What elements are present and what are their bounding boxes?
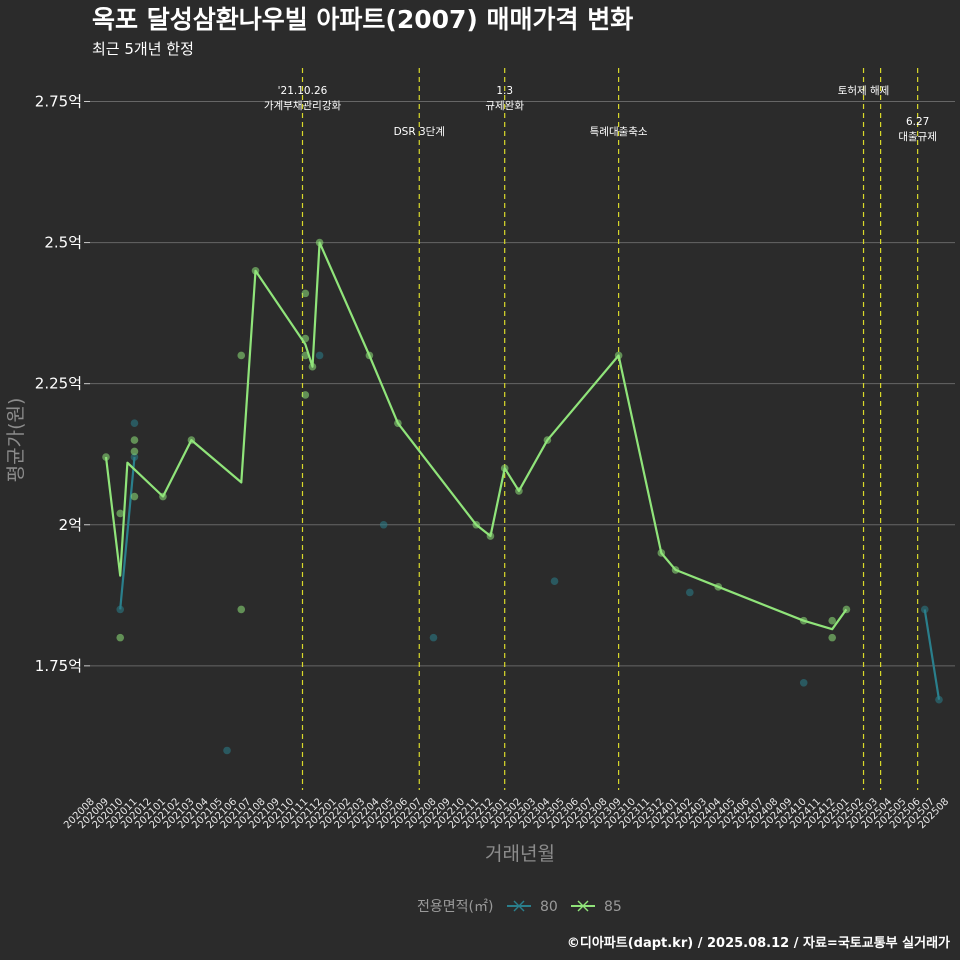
point-85-2 [116, 633, 125, 642]
point-80-0 [116, 605, 125, 614]
point-80-9 [799, 678, 808, 687]
point-80-5 [379, 520, 388, 529]
point-85-11 [301, 289, 310, 298]
point-85-15 [308, 362, 317, 371]
x-axis-title: 거래년월 [485, 843, 555, 865]
ytick-label-1: 2억 [59, 516, 82, 534]
event-label-6-1: 대출규제 [898, 131, 937, 143]
event-label-4-0: 토허제 해제 [838, 84, 890, 97]
point-80-8 [686, 588, 694, 597]
y-axis-title: 평균가(원) [5, 398, 27, 483]
point-85-20 [486, 532, 495, 540]
point-85-17 [365, 351, 374, 360]
event-label-0-1: 가계부채관리강화 [264, 100, 342, 112]
series-lines [104, 241, 941, 700]
point-80-2 [130, 453, 139, 461]
point-85-18 [394, 419, 402, 427]
chart-title: 옥포 달성삼환나우빌 아파트(2007) 매매가격 변화 [92, 5, 633, 34]
point-85-1 [116, 509, 125, 518]
legend-label-80: 80 [540, 899, 558, 915]
ytick-label-2: 2.25억 [35, 375, 82, 393]
point-80-6 [429, 633, 438, 642]
point-85-23 [543, 436, 552, 444]
point-80-4 [315, 351, 324, 360]
point-85-21 [500, 464, 509, 473]
series-85-line [104, 241, 848, 631]
y-axis-ticks: 1.75억 2억 2.25억 2.5억 2.75억 [35, 93, 90, 675]
point-85-3 [130, 436, 139, 444]
point-85-31 [842, 605, 851, 614]
x-axis-ticks: 2020082020092020102020112020122021012021… [62, 796, 951, 831]
point-80-11 [935, 695, 943, 704]
point-80-7 [550, 577, 559, 585]
chart-caption: ©디아파트(dapt.kr) / 2025.08.12 / 자료=국토교통부 실… [567, 935, 950, 951]
point-85-24 [614, 351, 623, 360]
legend: 전용면적(㎡) 80 85 [417, 899, 622, 915]
chart-subtitle: 최근 5개년 한정 [92, 40, 194, 58]
point-85-4 [130, 447, 139, 456]
point-85-10 [251, 267, 260, 275]
legend-keys [507, 900, 595, 912]
event-label-3-0: 특례대출축소 [590, 126, 648, 138]
point-85-13 [301, 351, 310, 360]
ytick-label-0: 1.75억 [35, 657, 82, 675]
point-80-10 [920, 605, 929, 614]
point-85-12 [301, 334, 310, 343]
series-80-line [119, 456, 136, 610]
event-label-2-0: 1.3 [496, 85, 513, 97]
gridlines [90, 101, 955, 667]
point-85-7 [187, 436, 196, 444]
event-label-2-1: 규제완화 [485, 99, 524, 112]
point-85-16 [315, 238, 324, 247]
point-85-0 [102, 453, 110, 461]
data-points [102, 238, 943, 755]
point-80-3 [223, 746, 231, 755]
point-85-5 [130, 492, 139, 501]
point-85-26 [671, 566, 680, 574]
point-85-25 [657, 549, 666, 557]
point-85-22 [515, 487, 523, 495]
point-85-28 [799, 616, 808, 625]
point-85-27 [714, 583, 723, 591]
point-85-19 [472, 520, 481, 529]
event-label-0-0: '21.10.26 [278, 85, 328, 97]
legend-title: 전용면적(㎡) [417, 899, 493, 915]
ytick-label-4: 2.75억 [35, 93, 82, 111]
event-lines [301, 68, 919, 790]
point-85-6 [159, 492, 167, 501]
point-85-9 [237, 605, 246, 614]
legend-cross-b-80 [513, 900, 525, 912]
point-85-30 [828, 616, 837, 625]
ytick-label-3: 2.5억 [44, 234, 82, 252]
event-label-1-0: DSR 3단계 [394, 126, 445, 138]
legend-cross-b-85 [577, 900, 589, 912]
point-85-14 [301, 391, 310, 399]
point-85-29 [828, 633, 837, 642]
point-85-8 [237, 351, 246, 360]
series-80-line2 [923, 609, 941, 700]
point-80-1 [130, 419, 139, 427]
event-label-6-0: 6.27 [906, 116, 929, 128]
legend-label-85: 85 [604, 899, 622, 915]
